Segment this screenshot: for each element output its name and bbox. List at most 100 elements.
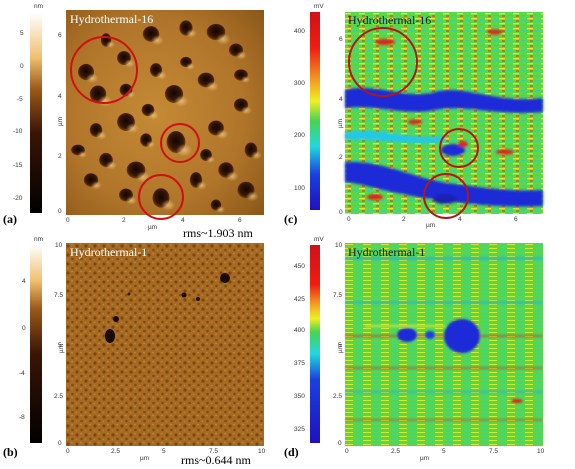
colorbar-d-tick-400: 400: [294, 327, 305, 334]
afm-topography-image-a: [66, 10, 264, 220]
axis-a-y-6: 6: [58, 32, 62, 39]
axis-b-x-5: 5: [162, 448, 166, 455]
highlight-circle-a-3: [138, 174, 184, 220]
kpfm-potential-image-d: [345, 243, 543, 446]
colorbar-c-tick-200: 200: [294, 132, 305, 139]
panel-b-title: Hydrothermal-1: [70, 245, 148, 259]
colorbar-b-tick-3: -8: [19, 414, 25, 421]
axis-d-y-0: 0: [338, 440, 342, 447]
axis-c-y-2: 2: [339, 154, 343, 161]
pit-rim: [126, 196, 137, 205]
pit-rim: [86, 73, 99, 84]
pit-rim: [216, 206, 225, 213]
pit-rim: [186, 63, 195, 70]
axis-b-x-0: 0: [66, 448, 70, 455]
colorbar-c-tick-400: 400: [294, 28, 305, 35]
pit-rim: [126, 123, 139, 134]
colorbar-b-tick-2: -4: [19, 370, 25, 377]
colorbar-a-unit: nm: [34, 3, 44, 10]
afm-topography-image-b: [66, 243, 264, 446]
axis-c-y-6: 6: [339, 36, 343, 43]
axis-a-y-0: 0: [58, 208, 62, 215]
axis-d-y-10: 10: [335, 242, 343, 249]
axis-d-x-7_5: 7.5: [489, 448, 499, 455]
pit-rim: [206, 156, 215, 163]
pit-rim: [174, 95, 189, 107]
axis-c-x-unit: µm: [426, 222, 436, 229]
pit-rim: [98, 95, 113, 107]
colorbar-a-tick-3: -10: [13, 128, 23, 135]
colorbar-a-tick-2: -5: [17, 96, 23, 103]
panel-d-letter: (d): [284, 445, 299, 459]
colorbar-a-tick-5: -20: [13, 195, 23, 202]
axis-d-x-10: 10: [537, 448, 545, 455]
axis-c-x-6: 6: [514, 216, 518, 223]
axis-a-y-4: 4: [58, 93, 62, 100]
axis-b-y-5: 5: [58, 342, 62, 349]
axis-d-x-0: 0: [345, 448, 349, 455]
highlight-circle-a-1: [70, 36, 138, 104]
pit-rim: [151, 35, 164, 46]
axis-a-x-6: 6: [238, 217, 242, 224]
axis-c-x-0: 0: [347, 216, 351, 223]
pit-rim: [136, 171, 151, 183]
pit-rim: [176, 143, 193, 157]
colorbar-d-tick-325: 325: [294, 426, 305, 433]
panel-a-title: Hydrothermal-16: [70, 12, 154, 26]
axis-b-y-2_5: 2.5: [54, 393, 64, 400]
pit-rim: [216, 129, 229, 140]
highlight-circle-a-2: [160, 123, 200, 163]
axis-b-x-7_5: 7.5: [209, 448, 219, 455]
pit-rim: [206, 81, 219, 92]
axis-c-x-2: 2: [402, 216, 406, 223]
panel-c-title: Hydrothermal-16: [348, 13, 432, 27]
axis-c-y-4: 4: [339, 96, 343, 103]
pit-rim: [106, 41, 115, 48]
panel-b-rms: rms~0.644 nm: [181, 453, 251, 467]
axis-d-y-2_5: 2.5: [333, 393, 343, 400]
axis-a-y-unit: µm: [57, 116, 65, 127]
colorbar-d-tick-450: 450: [294, 263, 305, 270]
pit-rim: [216, 33, 231, 45]
axis-b-y-10: 10: [55, 242, 63, 249]
axis-d-y-unit: µm: [337, 343, 345, 354]
colorbar-d-tick-425: 425: [294, 296, 305, 303]
panel-a-rms: rms~1.903 nm: [183, 226, 253, 240]
pit-rim: [91, 181, 102, 190]
axis-b-y-unit: µm: [58, 343, 66, 354]
axis-c-x-4: 4: [458, 216, 462, 223]
pit-rim: [146, 141, 155, 148]
axis-a-x-unit: µm: [148, 224, 158, 231]
axis-d-x-unit: µm: [420, 455, 430, 462]
pit-rim: [226, 171, 239, 182]
axis-a-x-4: 4: [181, 217, 185, 224]
highlight-circle-c-3: [423, 173, 469, 219]
axis-b-y-7_5: 7.5: [54, 292, 64, 299]
pit-rim: [161, 199, 176, 211]
panel-d-title: Hydrothermal-1: [348, 245, 426, 259]
axis-a-x-2: 2: [122, 217, 126, 224]
colorbar-a: [30, 13, 42, 213]
axis-c-y-unit: µm: [337, 118, 345, 129]
pit-rim: [148, 111, 159, 120]
colorbar-d: [310, 245, 320, 443]
colorbar-b-unit: nm: [34, 236, 44, 243]
axis-c-y-0: 0: [339, 209, 343, 216]
axis-b-x-10: 10: [258, 448, 266, 455]
colorbar-a-tick-0: 5: [20, 30, 24, 37]
colorbar-a-tick-4: -15: [13, 162, 23, 169]
panel-b-letter: (b): [3, 445, 18, 459]
colorbar-c-tick-100: 100: [294, 185, 305, 192]
pit-rim: [96, 131, 107, 140]
pit-rim: [156, 71, 167, 80]
pit-rim: [186, 29, 197, 38]
pit-rim: [78, 151, 87, 158]
colorbar-c-tick-300: 300: [294, 80, 305, 87]
colorbar-b-tick-1: 0: [22, 325, 26, 332]
highlight-circle-c-1: [348, 27, 418, 97]
colorbar-b: [30, 245, 42, 443]
colorbar-d-unit: mV: [314, 236, 324, 243]
panel-c-letter: (c): [284, 212, 298, 226]
colorbar-d-tick-350: 350: [294, 393, 305, 400]
pit-rim: [124, 59, 135, 68]
